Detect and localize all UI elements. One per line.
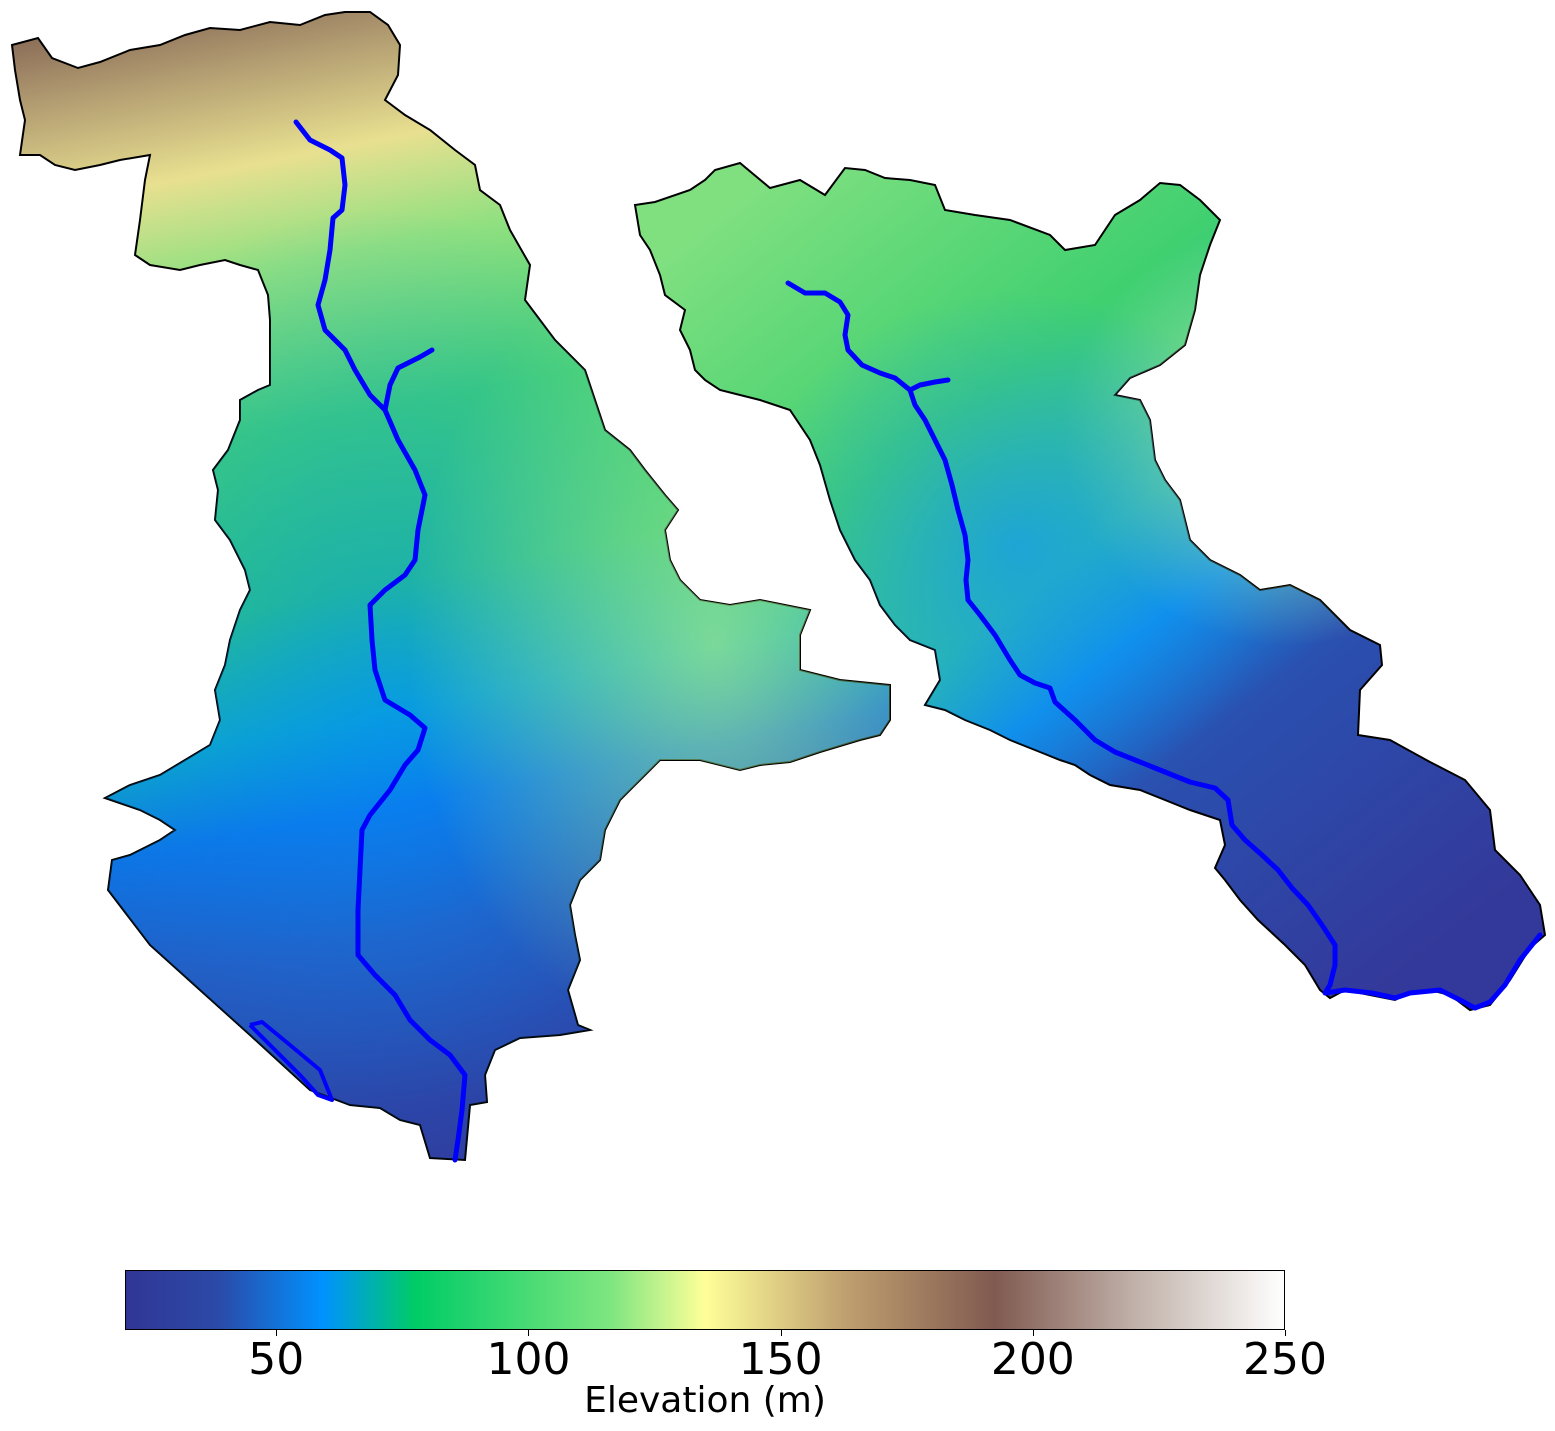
left-main-river	[293, 119, 468, 1163]
colorbar-tick-mark	[276, 1330, 278, 1336]
colorbar-label: Elevation (m)	[584, 1380, 826, 1421]
colorbar-tick-label: 100	[486, 1334, 571, 1385]
colorbar-tick-label: 250	[1243, 1334, 1327, 1385]
colorbar	[125, 1270, 1285, 1330]
colorbar-tick-label: 150	[738, 1334, 823, 1385]
left-southwest-channel	[248, 1020, 334, 1102]
left-tributary-river	[382, 347, 435, 413]
colorbar-tick-label: 50	[248, 1334, 305, 1385]
left-catchment	[10, 11, 891, 1163]
right-main-river	[785, 280, 1543, 1011]
colorbar-gradient	[125, 1270, 1285, 1330]
colorbar-tick-mark	[1032, 1330, 1034, 1336]
right-tributary-river	[907, 377, 951, 393]
colorbar-tick-mark	[528, 1330, 530, 1336]
right-catchment	[633, 161, 1547, 1012]
colorbar-tick-mark	[780, 1330, 782, 1336]
colorbar-tick-mark	[1285, 1330, 1286, 1336]
colorbar-tick-label: 200	[990, 1334, 1075, 1385]
